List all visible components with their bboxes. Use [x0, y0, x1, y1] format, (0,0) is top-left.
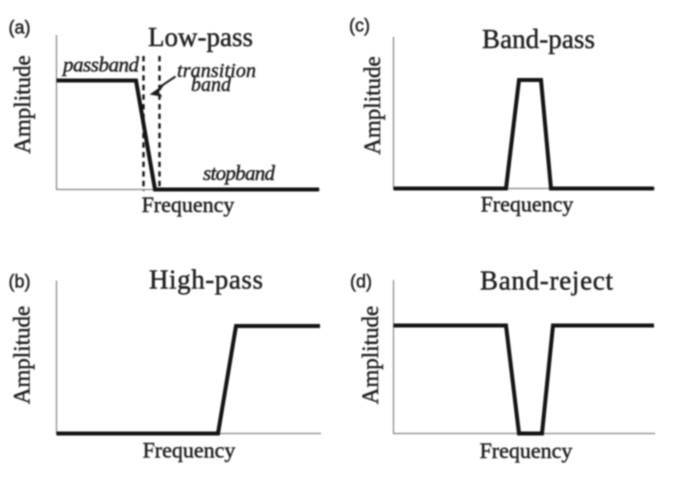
svg-text:Frequency: Frequency	[142, 192, 235, 217]
svg-text:Frequency: Frequency	[481, 192, 574, 217]
svg-text:Amplitude: Amplitude	[10, 55, 35, 153]
svg-text:(b): (b)	[9, 272, 31, 292]
svg-text:Band-reject: Band-reject	[480, 266, 613, 296]
svg-text:transition: transition	[177, 60, 256, 82]
svg-text:Amplitude: Amplitude	[358, 306, 383, 404]
svg-text:Low-pass: Low-pass	[148, 22, 253, 52]
svg-text:(d): (d)	[350, 272, 372, 292]
svg-text:High-pass: High-pass	[149, 265, 263, 295]
svg-text:passband: passband	[61, 53, 140, 77]
svg-text:Amplitude: Amplitude	[360, 56, 385, 154]
svg-text:(c): (c)	[349, 16, 370, 36]
svg-text:band: band	[191, 74, 232, 96]
svg-text:stopband: stopband	[203, 161, 276, 185]
svg-text:(a): (a)	[9, 18, 31, 38]
svg-text:Amplitude: Amplitude	[10, 306, 35, 404]
svg-text:Frequency: Frequency	[480, 438, 573, 463]
svg-text:Band-pass: Band-pass	[482, 24, 595, 54]
svg-text:Frequency: Frequency	[143, 438, 236, 463]
